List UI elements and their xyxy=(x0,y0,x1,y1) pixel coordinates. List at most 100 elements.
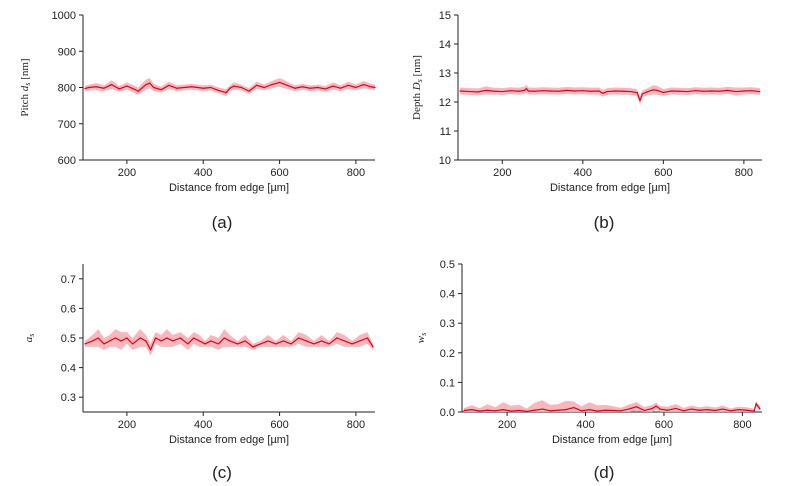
uncertainty-band xyxy=(84,78,375,97)
data-point xyxy=(317,86,319,89)
data-point xyxy=(678,90,681,92)
data-point xyxy=(471,409,473,411)
data-point xyxy=(486,409,489,411)
uncertainty-band xyxy=(463,400,761,412)
data-point xyxy=(103,343,105,345)
data-point xyxy=(588,409,591,411)
data-point xyxy=(659,408,661,410)
panel-label: (c) xyxy=(212,463,232,482)
data-point xyxy=(362,84,365,86)
data-point xyxy=(139,337,141,339)
data-point xyxy=(109,340,111,342)
data-point xyxy=(114,337,117,339)
x-tick-label: 800 xyxy=(347,419,365,431)
data-point xyxy=(282,340,284,342)
y-axis-label: Pitch ds [nm] xyxy=(19,58,32,116)
data-point xyxy=(459,90,461,92)
data-point xyxy=(550,90,552,92)
x-tick-label: 400 xyxy=(194,419,212,431)
data-point xyxy=(477,91,479,93)
data-point xyxy=(259,343,262,345)
data-point xyxy=(549,410,551,412)
data-point xyxy=(229,87,231,89)
data-point xyxy=(596,410,598,412)
data-point xyxy=(582,90,584,92)
y-tick-label: 700 xyxy=(58,119,76,131)
data-point xyxy=(191,86,193,88)
data-point xyxy=(686,90,689,93)
data-point xyxy=(126,337,128,339)
data-point xyxy=(336,337,338,339)
panel-label: (a) xyxy=(212,213,233,232)
data-point xyxy=(628,408,630,410)
data-point xyxy=(210,340,212,342)
data-point xyxy=(557,409,559,411)
data-point xyxy=(604,409,606,411)
data-point xyxy=(759,90,761,93)
y-tick-label: 15 xyxy=(439,10,451,22)
data-point xyxy=(359,340,361,342)
data-point xyxy=(183,86,185,89)
data-point xyxy=(641,93,644,95)
data-point xyxy=(541,90,544,92)
data-point xyxy=(91,340,94,342)
x-tick-label: 600 xyxy=(270,419,288,431)
data-point xyxy=(526,410,528,413)
data-point xyxy=(88,86,90,89)
y-tick-label: 0.4 xyxy=(440,289,455,301)
data-point xyxy=(168,84,170,86)
data-point xyxy=(743,90,745,92)
x-tick-label: 200 xyxy=(118,419,136,431)
data-point xyxy=(278,81,281,84)
data-point xyxy=(509,90,511,92)
chart-panel-2: 10 11 12 13 14 15 200 400 600 800 Distance from ed… xyxy=(411,10,762,232)
data-point xyxy=(755,403,757,405)
data-point xyxy=(694,90,697,92)
x-tick-label: 200 xyxy=(493,167,511,179)
data-point xyxy=(541,408,543,410)
y-axis-label: Depth Ds [nm] xyxy=(411,55,424,120)
data-point xyxy=(636,92,638,94)
data-point xyxy=(324,88,326,90)
data-point xyxy=(309,87,311,89)
data-point xyxy=(706,409,708,411)
data-point xyxy=(370,86,372,88)
data-point xyxy=(602,92,604,94)
data-point xyxy=(236,343,239,345)
data-point xyxy=(639,99,641,102)
data-point xyxy=(120,340,122,342)
chart-panel-4: 0.0 0.1 0.2 0.3 0.4 0.5 200 400 600 800 Distance f… xyxy=(415,259,762,482)
data-point xyxy=(145,84,147,86)
data-point xyxy=(622,90,624,92)
data-point xyxy=(667,409,669,411)
data-point xyxy=(132,343,134,345)
y-tick-label: 0.5 xyxy=(440,259,455,271)
data-point xyxy=(332,85,334,87)
data-point xyxy=(217,343,220,345)
data-point xyxy=(635,406,638,408)
data-point xyxy=(651,407,653,410)
data-point xyxy=(133,88,136,90)
data-point xyxy=(275,343,277,345)
x-tick-label: 200 xyxy=(118,167,136,179)
data-point xyxy=(751,90,753,92)
series-line xyxy=(459,88,761,102)
data-point xyxy=(97,337,99,339)
data-point xyxy=(343,340,346,342)
y-tick-label: 13 xyxy=(439,68,451,80)
data-point xyxy=(374,86,376,89)
data-point xyxy=(137,90,139,92)
data-point xyxy=(175,87,178,89)
data-point xyxy=(719,90,721,92)
x-tick-label: 800 xyxy=(733,419,751,431)
data-point xyxy=(662,91,664,94)
y-tick-label: 11 xyxy=(440,126,451,138)
data-point xyxy=(154,337,157,339)
y-tick-label: 0.5 xyxy=(61,333,76,345)
y-tick-label: 14 xyxy=(439,39,451,51)
x-tick-label: 800 xyxy=(347,167,365,179)
data-point xyxy=(501,90,503,93)
data-point xyxy=(111,84,113,86)
y-tick-label: 0.3 xyxy=(440,318,455,330)
data-point xyxy=(118,88,120,90)
